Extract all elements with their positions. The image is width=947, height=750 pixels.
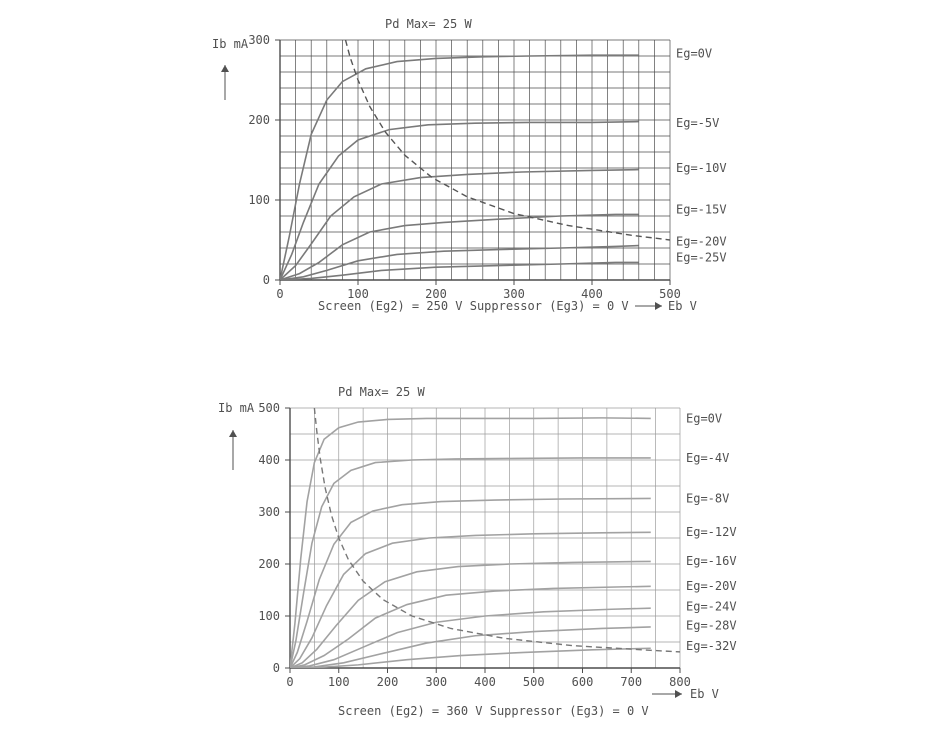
y-tick-label: 200 xyxy=(258,557,280,571)
x-axis-caption: Screen (Eg2) = 360 V Suppressor (Eg3) = … xyxy=(338,704,649,718)
plate-characteristics-chart-360v: 0 100 200 300 400 500 600 700 800 0 100 200 300 400 50… xyxy=(190,370,750,720)
curve-label: Eg=-5V xyxy=(676,116,719,130)
curve-label: Eg=-32V xyxy=(686,639,737,653)
y-axis-label: Ib mA xyxy=(212,37,249,51)
x-tick-label: 0 xyxy=(286,675,293,689)
x-tick-label: 500 xyxy=(523,675,545,689)
y-tick-label: 300 xyxy=(258,505,280,519)
curve-label: Eg=-12V xyxy=(686,525,737,539)
up-arrow-icon xyxy=(229,430,237,437)
x-tick-label: 600 xyxy=(572,675,594,689)
y-tick-label: 100 xyxy=(248,193,270,207)
chart-title: Pd Max= 25 W xyxy=(385,17,472,31)
plate-characteristics-chart-250v: 01002003004005000100200300Eg=0VEg=-5VEg=… xyxy=(190,10,730,320)
curve-label: Eg=-15V xyxy=(676,203,727,217)
curve-label: Eg=-25V xyxy=(676,251,727,265)
curve-label: Eg=-10V xyxy=(676,161,727,175)
x-axis-caption: Screen (Eg2) = 250 V Suppressor (Eg3) = … xyxy=(318,299,629,313)
curve-label: Eg=-28V xyxy=(686,618,737,632)
y-tick-label: 0 xyxy=(263,273,270,287)
curve-label: Eg=-20V xyxy=(686,579,737,593)
curve-label: Eg=0V xyxy=(686,411,722,425)
y-tick-label: 400 xyxy=(258,453,280,467)
x-axis-unit-label: Eb V xyxy=(690,687,719,701)
x-tick-label: 100 xyxy=(328,675,350,689)
curve-label: Eg=-8V xyxy=(686,491,729,505)
curve-label: Eg=-16V xyxy=(686,554,737,568)
y-tick-label: 0 xyxy=(273,661,280,675)
x-tick-label: 0 xyxy=(276,287,283,301)
x-tick-label: 200 xyxy=(377,675,399,689)
y-axis-label: Ib mA xyxy=(218,401,255,415)
up-arrow-icon xyxy=(221,65,229,72)
chart-title: Pd Max= 25 W xyxy=(338,385,425,399)
curve-label: Eg=-24V xyxy=(686,600,737,614)
x-axis-unit-label: Eb V xyxy=(668,299,697,313)
y-tick-label: 100 xyxy=(258,609,280,623)
x-tick-label: 700 xyxy=(620,675,642,689)
curve-label: Eg=-4V xyxy=(686,451,729,465)
x-tick-label: 300 xyxy=(425,675,447,689)
curve-label: Eg=0V xyxy=(676,47,712,61)
y-tick-label: 300 xyxy=(248,33,270,47)
curve-label: Eg=-20V xyxy=(676,235,727,249)
right-arrow-icon xyxy=(655,302,662,310)
y-tick-label: 200 xyxy=(248,113,270,127)
x-tick-label: 800 xyxy=(669,675,691,689)
right-arrow-icon xyxy=(675,690,682,698)
x-tick-label: 400 xyxy=(474,675,496,689)
y-tick-label: 500 xyxy=(258,401,280,415)
